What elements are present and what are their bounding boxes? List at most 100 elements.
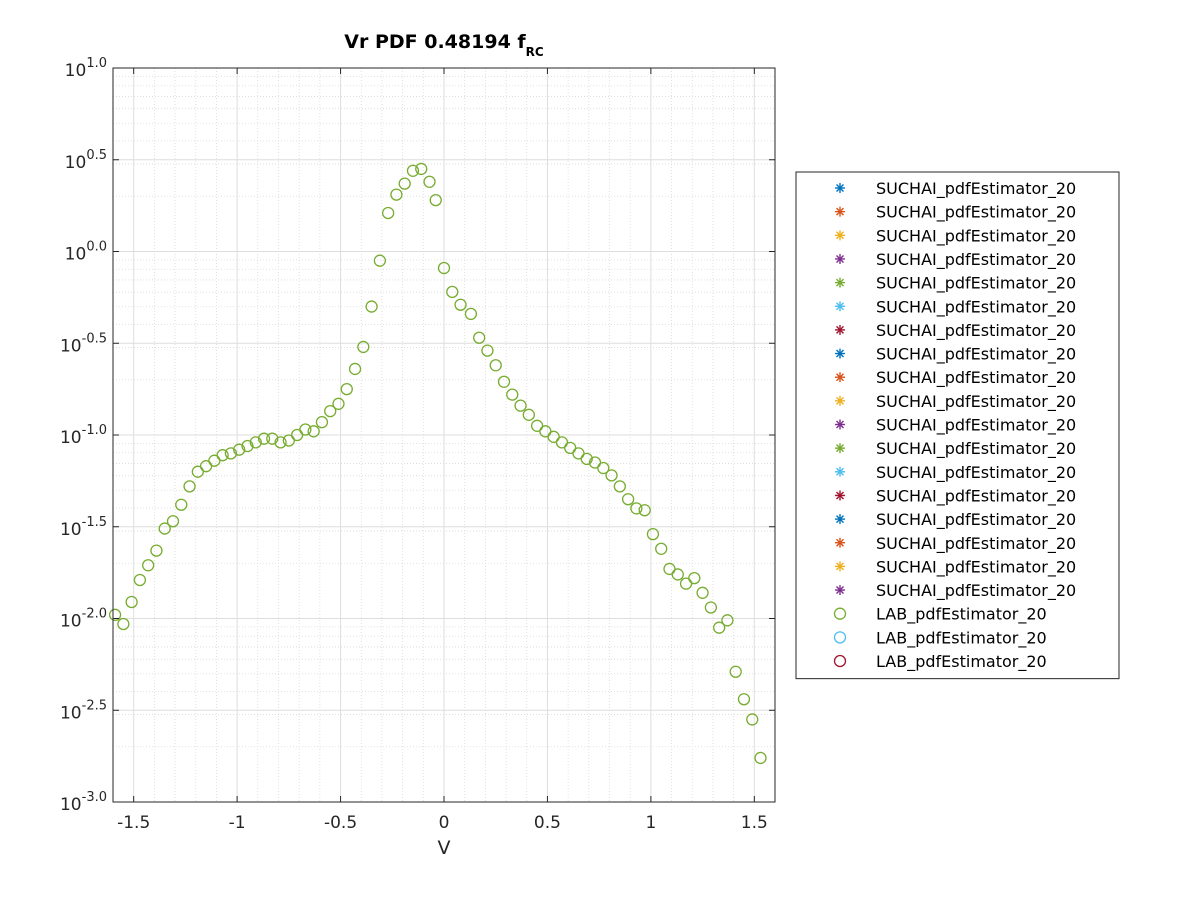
data-point (833, 631, 847, 644)
legend-entry: LAB_pdfEstimator_20 (833, 652, 1047, 672)
y-tick-label: 101.0 (65, 56, 107, 81)
data-point (613, 480, 626, 493)
data-point (754, 751, 767, 765)
data-point (712, 621, 726, 634)
data-point (630, 502, 643, 515)
data-point (564, 441, 577, 454)
data-point (108, 608, 122, 621)
data-point (835, 585, 845, 596)
data-point (191, 465, 204, 478)
data-point (835, 395, 845, 406)
data-point (605, 469, 618, 482)
legend-label: SUCHAI_pdfEstimator_20 (876, 581, 1076, 601)
data-point (835, 348, 845, 359)
data-point (117, 617, 130, 631)
x-tick-label: 1 (645, 813, 656, 833)
data-point (679, 577, 693, 590)
chart-title-main: Vr PDF 0.48194 f (344, 31, 526, 53)
data-point (514, 399, 527, 412)
legend-entry: SUCHAI_pdfEstimator_20 (835, 226, 1076, 246)
legend-label: SUCHAI_pdfEstimator_20 (876, 392, 1076, 412)
legend-label: LAB_pdfEstimator_20 (876, 652, 1047, 672)
legend-entry: SUCHAI_pdfEstimator_20 (835, 368, 1076, 388)
data-point (539, 425, 552, 438)
data-point (835, 183, 845, 193)
data-point (729, 665, 742, 678)
data-point (588, 456, 602, 469)
data-point (175, 498, 188, 511)
data-point (489, 359, 502, 372)
x-tick-label: 1.5 (741, 813, 768, 833)
data-point (655, 542, 668, 555)
data-point (721, 614, 734, 627)
data-point (307, 425, 320, 438)
data-point (835, 301, 845, 312)
data-point (142, 559, 155, 572)
data-point (423, 175, 436, 188)
series-points (108, 162, 767, 765)
data-point (357, 340, 370, 354)
x-axis-ticks: -1.5 -1 -0.5 0 0.5 1 1.5 (117, 68, 768, 833)
data-point (290, 428, 304, 442)
legend-label: SUCHAI_pdfEstimator_20 (876, 368, 1076, 388)
data-point (506, 388, 519, 401)
data-point (704, 601, 718, 614)
x-tick-label: -1 (229, 813, 246, 833)
y-tick-label: 100.5 (65, 148, 107, 173)
data-point (437, 261, 451, 275)
data-point (249, 436, 262, 449)
legend-entry: SUCHAI_pdfEstimator_20 (835, 463, 1076, 483)
x-tick-label: 0.5 (534, 813, 561, 833)
data-point (365, 300, 378, 313)
data-point (208, 454, 221, 467)
data-point (274, 436, 287, 449)
data-point (835, 253, 845, 264)
legend-entry: SUCHAI_pdfEstimator_20 (835, 203, 1076, 223)
legend-entry: LAB_pdfEstimator_20 (833, 605, 1047, 625)
data-point (835, 206, 845, 217)
y-tick-label: 10-2.5 (60, 698, 107, 723)
data-point (621, 493, 635, 506)
data-point (835, 419, 845, 430)
data-point (150, 544, 163, 557)
data-point (133, 573, 147, 587)
data-point (199, 460, 213, 473)
y-tick-label: 10-2.0 (60, 607, 107, 632)
data-point (241, 439, 254, 453)
y-tick-label: 10-3.0 (60, 790, 107, 815)
data-point (835, 514, 845, 525)
data-point (381, 206, 395, 220)
data-point (572, 447, 585, 460)
y-tick-label: 10-1.0 (60, 423, 107, 448)
legend-entry: SUCHAI_pdfEstimator_20 (835, 274, 1076, 294)
x-tick-label: -0.5 (324, 813, 357, 833)
data-point (663, 562, 676, 576)
data-point (737, 693, 751, 706)
data-point (835, 443, 845, 454)
legend-label: SUCHAI_pdfEstimator_20 (876, 534, 1076, 554)
legend-entry: SUCHAI_pdfEstimator_20 (835, 321, 1076, 341)
legend-entry: SUCHAI_pdfEstimator_20 (835, 510, 1076, 530)
legend-box (795, 171, 1120, 680)
y-tick-label: 10-1.5 (60, 515, 107, 540)
data-point (833, 654, 847, 668)
legend-entry: SUCHAI_pdfEstimator_20 (835, 534, 1076, 554)
data-point (835, 490, 845, 501)
data-point (406, 164, 420, 177)
legend-label: SUCHAI_pdfEstimator_20 (876, 203, 1076, 223)
legend-entry: SUCHAI_pdfEstimator_20 (835, 345, 1076, 365)
data-point (835, 230, 845, 241)
data-point (398, 177, 411, 190)
data-point (835, 372, 845, 383)
legend-label: SUCHAI_pdfEstimator_20 (876, 274, 1076, 294)
legend-label: SUCHAI_pdfEstimator_20 (876, 297, 1076, 317)
data-point (688, 571, 701, 585)
data-point (464, 307, 478, 321)
legend-label: SUCHAI_pdfEstimator_20 (876, 226, 1076, 246)
legend-entry: SUCHAI_pdfEstimator_20 (835, 250, 1076, 270)
data-point (125, 595, 138, 609)
legend-entry: SUCHAI_pdfEstimator_20 (835, 392, 1076, 412)
legend-entry: SUCHAI_pdfEstimator_20 (835, 486, 1076, 506)
chart-title-subscript: RC (526, 45, 544, 59)
